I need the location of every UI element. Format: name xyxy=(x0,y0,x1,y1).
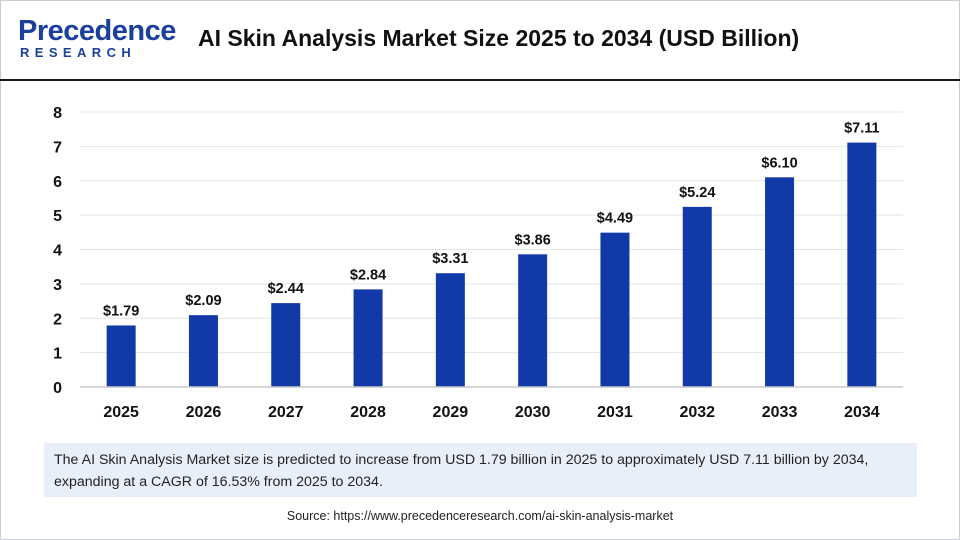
x-tick-label-2032: 2032 xyxy=(679,404,715,421)
x-axis-ticks: 2025 2026 2027 2028 2029 2030 2031 2032 2033 2034 xyxy=(103,404,879,421)
logo-subtitle: RESEARCH xyxy=(20,45,137,60)
y-tick-label: 3 xyxy=(53,277,62,294)
y-tick-label: 0 xyxy=(53,380,62,397)
value-label-2028: $2.84 xyxy=(350,267,386,283)
bar-2030 xyxy=(518,254,548,387)
value-label-2032: $5.24 xyxy=(679,185,715,201)
value-label-2033: $6.10 xyxy=(761,155,797,171)
value-label-2027: $2.44 xyxy=(268,281,304,297)
bar-2029 xyxy=(435,273,465,387)
source-note: Source: https://www.precedenceresearch.c… xyxy=(286,509,674,523)
x-tick-label-2031: 2031 xyxy=(597,404,633,421)
value-label-2031: $4.49 xyxy=(597,211,633,227)
x-tick-label-2033: 2033 xyxy=(762,404,798,421)
y-tick-label: 2 xyxy=(53,311,62,328)
x-tick-label-2025: 2025 xyxy=(103,404,139,421)
x-tick-label-2026: 2026 xyxy=(186,404,222,421)
value-label-2025: $1.79 xyxy=(103,303,139,319)
y-tick-label: 4 xyxy=(53,243,62,260)
value-label-2034: $7.11 xyxy=(844,121,880,137)
value-label-2029: $3.31 xyxy=(432,251,468,267)
bar-chart: 0 1 2 3 4 5 6 7 8 $1.79 $2.09 $2.44 $2.84 $3.31 $3.86… xyxy=(53,105,903,421)
bar-2025 xyxy=(106,325,136,387)
y-tick-label: 1 xyxy=(53,346,62,363)
bar-2026 xyxy=(188,315,218,387)
page-title: AI Skin Analysis Market Size 2025 to 203… xyxy=(198,25,800,51)
summary-text: The AI Skin Analysis Market size is pred… xyxy=(44,443,917,497)
header: Precedence RESEARCH AI Skin Analysis Mar… xyxy=(0,0,960,81)
y-tick-label: 8 xyxy=(53,105,62,122)
x-tick-label-2030: 2030 xyxy=(515,404,551,421)
x-tick-label-2027: 2027 xyxy=(268,404,304,421)
bar-2033 xyxy=(765,177,795,387)
bars xyxy=(106,142,877,387)
bar-2032 xyxy=(682,206,712,387)
x-tick-label-2029: 2029 xyxy=(433,404,469,421)
y-tick-label: 6 xyxy=(53,174,62,191)
y-tick-label: 5 xyxy=(53,208,62,225)
bar-2027 xyxy=(271,303,301,387)
bar-2031 xyxy=(600,232,630,387)
y-tick-label: 7 xyxy=(53,139,62,156)
value-label-2030: $3.86 xyxy=(515,232,551,248)
x-tick-label-2034: 2034 xyxy=(844,404,880,421)
y-axis-ticks: 0 1 2 3 4 5 6 7 8 xyxy=(53,105,62,397)
header-divider xyxy=(0,79,960,81)
x-tick-label-2028: 2028 xyxy=(350,404,386,421)
brand-logo: Precedence RESEARCH xyxy=(18,14,176,64)
bar-2028 xyxy=(353,289,383,387)
value-label-2026: $2.09 xyxy=(185,293,221,309)
logo-wordmark: Precedence xyxy=(18,15,176,47)
bar-2034 xyxy=(847,142,877,387)
value-labels: $1.79 $2.09 $2.44 $2.84 $3.31 $3.86 $4.49 $5.24… xyxy=(103,121,880,320)
